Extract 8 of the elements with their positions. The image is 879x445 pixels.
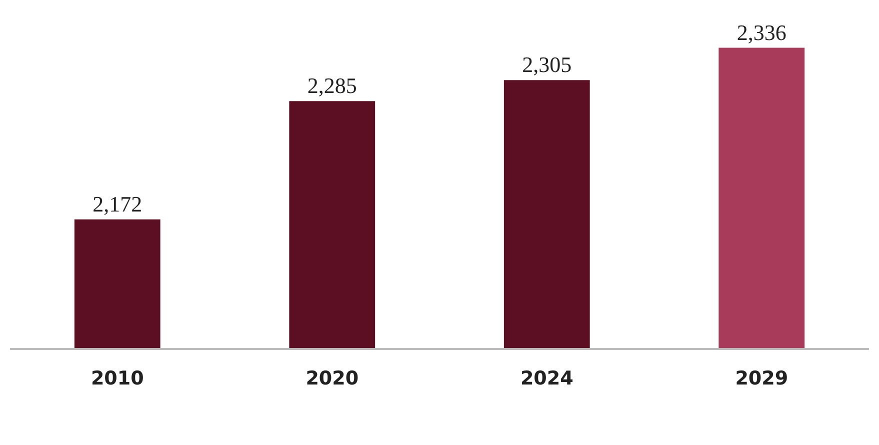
data-label: 2,305 — [522, 52, 572, 78]
data-label: 2,336 — [736, 20, 786, 45]
x-tick-label: 2010 — [90, 368, 144, 390]
data-label: 2,172 — [92, 191, 142, 216]
x-tick-label: 2029 — [735, 368, 788, 390]
data-label: 2,285 — [307, 73, 357, 98]
x-tick-label: 2024 — [520, 368, 574, 390]
x-tick-label: 2020 — [306, 368, 359, 390]
